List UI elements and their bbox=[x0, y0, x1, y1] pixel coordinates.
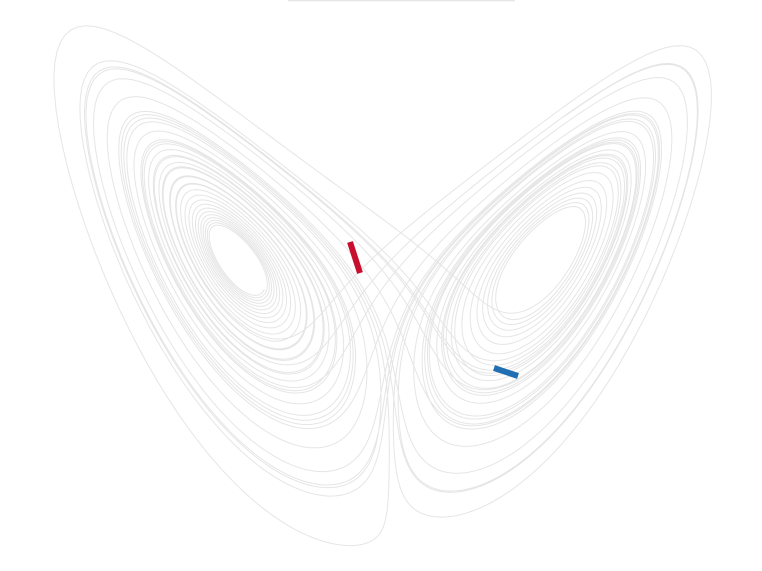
red-marker bbox=[347, 241, 363, 274]
blue-marker bbox=[493, 365, 519, 379]
attractor-trails bbox=[53, 25, 712, 547]
attractor-path bbox=[53, 25, 712, 547]
